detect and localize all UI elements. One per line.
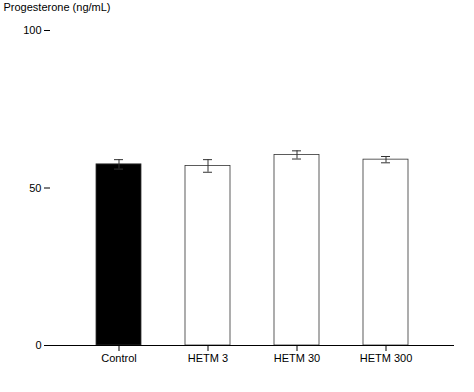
svg-text:HETM 300: HETM 300	[360, 352, 413, 364]
svg-text:Control: Control	[101, 352, 136, 364]
svg-text:Progesterone (ng/mL): Progesterone (ng/mL)	[4, 1, 111, 13]
svg-text:0: 0	[35, 339, 41, 351]
svg-text:HETM 30: HETM 30	[274, 352, 320, 364]
svg-text:100: 100	[23, 24, 41, 36]
svg-text:50: 50	[29, 182, 41, 194]
svg-text:HETM 3: HETM 3	[188, 352, 228, 364]
